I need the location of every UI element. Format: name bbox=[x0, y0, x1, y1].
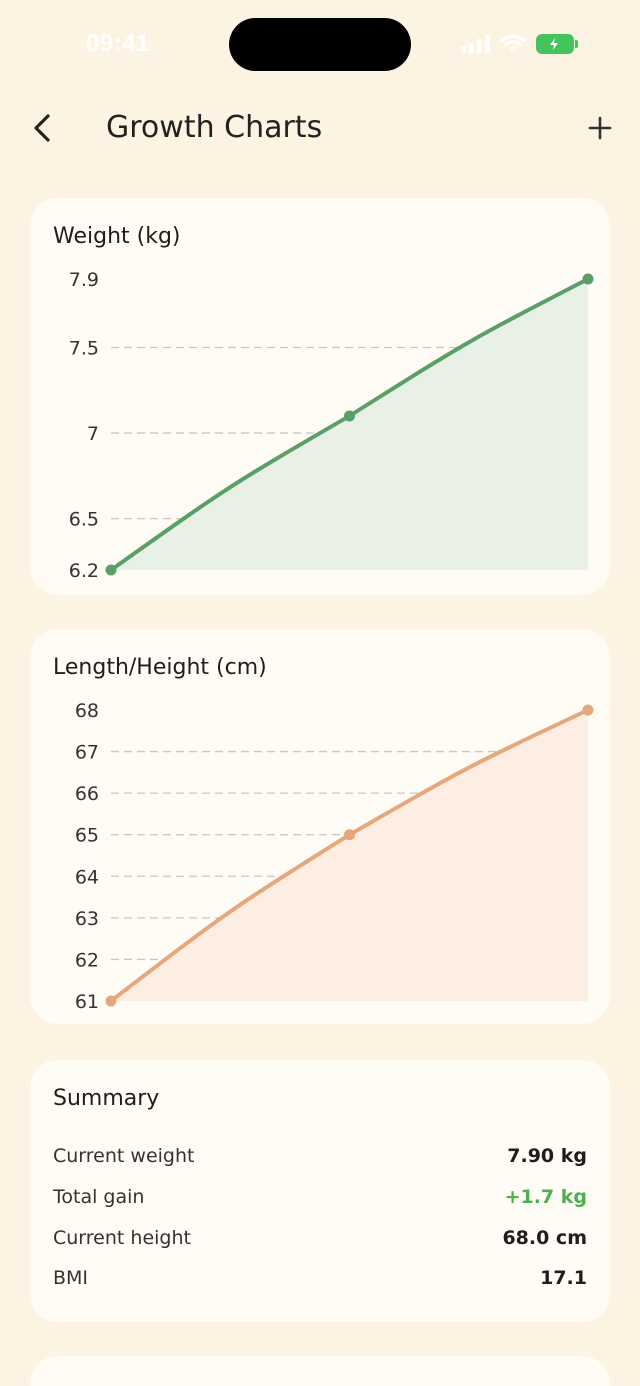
plus-icon bbox=[588, 116, 612, 140]
summary-row-current-height: Current height 68.0 cm bbox=[53, 1223, 587, 1253]
chevron-left-icon bbox=[34, 114, 50, 142]
summary-label: Total gain bbox=[53, 1186, 145, 1208]
page-title: Growth Charts bbox=[106, 110, 323, 145]
summary-title: Summary bbox=[53, 1086, 160, 1111]
battery-icon bbox=[536, 34, 578, 54]
height-data-point bbox=[582, 704, 594, 716]
weight-chart-title: Weight (kg) bbox=[53, 224, 181, 249]
height-y-tick-label: 62 bbox=[75, 949, 99, 971]
weight-y-tick-label: 6.2 bbox=[69, 560, 99, 582]
height-data-point bbox=[344, 829, 355, 841]
summary-row-current-weight: Current weight 7.90 kg bbox=[53, 1141, 587, 1171]
status-bar: 09:41 bbox=[0, 0, 640, 90]
weight-data-point bbox=[105, 564, 117, 576]
height-y-tick-label: 65 bbox=[75, 825, 99, 847]
dynamic-island bbox=[229, 18, 411, 71]
summary-label: BMI bbox=[53, 1267, 89, 1289]
height-y-tick-label: 67 bbox=[75, 742, 99, 764]
cellular-signal-icon bbox=[461, 35, 490, 53]
summary-value: 68.0 cm bbox=[502, 1227, 587, 1249]
summary-card: Summary Current weight 7.90 kg Total gai… bbox=[30, 1060, 610, 1322]
height-area-fill bbox=[111, 710, 588, 1001]
height-y-tick-label: 64 bbox=[75, 866, 99, 888]
wifi-icon bbox=[500, 34, 526, 52]
weight-chart: 6.2 6.5 7 7.5 7.9 bbox=[69, 269, 594, 582]
summary-value: +1.7 kg bbox=[504, 1186, 587, 1208]
weight-chart-card: Weight (kg) 6.2 6.5 7 7.5 7.9 bbox=[30, 198, 610, 595]
status-icons bbox=[461, 32, 578, 56]
height-chart: 61 62 63 64 65 66 67 68 bbox=[75, 700, 594, 1013]
summary-label: Current height bbox=[53, 1227, 191, 1249]
next-card bbox=[30, 1356, 610, 1386]
weight-y-tick-label: 7.5 bbox=[69, 337, 99, 359]
weight-y-tick-label: 7 bbox=[87, 423, 99, 445]
summary-row-bmi: BMI 17.1 bbox=[53, 1263, 587, 1293]
height-y-tick-label: 61 bbox=[75, 991, 99, 1013]
height-y-tick-label: 66 bbox=[75, 783, 99, 805]
status-time: 09:41 bbox=[86, 30, 150, 57]
summary-value: 7.90 kg bbox=[507, 1145, 587, 1167]
weight-area-fill bbox=[111, 279, 588, 570]
summary-label: Current weight bbox=[53, 1145, 195, 1167]
height-y-tick-label: 68 bbox=[75, 700, 99, 722]
height-y-tick-label: 63 bbox=[75, 908, 99, 930]
weight-y-tick-label: 6.5 bbox=[69, 509, 99, 531]
height-chart-card: Length/Height (cm) 61 62 63 64 65 66 67 68 bbox=[30, 629, 610, 1024]
weight-data-point bbox=[582, 273, 594, 285]
weight-data-point bbox=[344, 410, 355, 422]
add-button[interactable] bbox=[582, 110, 618, 146]
height-chart-title: Length/Height (cm) bbox=[53, 655, 267, 680]
header: Growth Charts bbox=[0, 96, 640, 162]
height-data-point bbox=[105, 995, 117, 1007]
weight-y-tick-label: 7.9 bbox=[69, 269, 99, 291]
summary-row-total-gain: Total gain +1.7 kg bbox=[53, 1182, 587, 1212]
back-button[interactable] bbox=[24, 110, 60, 146]
summary-value: 17.1 bbox=[540, 1267, 587, 1289]
